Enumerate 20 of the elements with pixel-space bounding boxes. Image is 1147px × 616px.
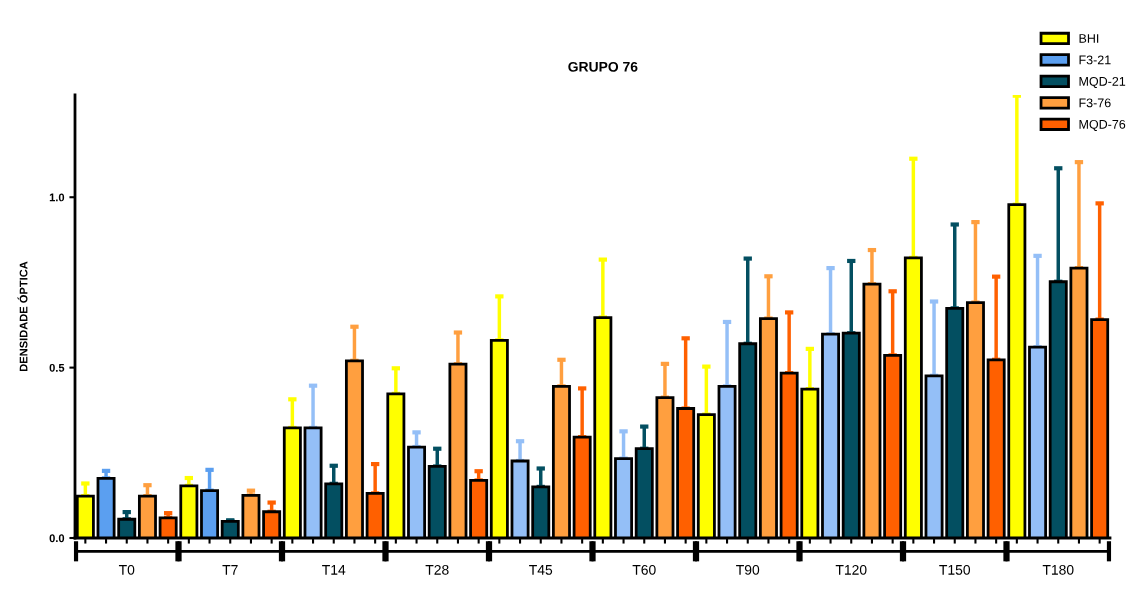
x-tick-label: T60 (632, 564, 656, 575)
legend-label: F3-21 (1079, 55, 1111, 65)
legend-label: F3-76 (1079, 98, 1111, 108)
y-tick-label: 0.0 (49, 534, 65, 543)
x-tick-label: T14 (322, 565, 346, 575)
y-axis-title: DENSIDADE ÓPTICA (17, 261, 28, 372)
x-tick-label: T7 (222, 565, 238, 575)
legend-label: BHI (1079, 34, 1099, 43)
y-tick-label: 1.0 (49, 193, 65, 202)
x-tick-label: T0 (118, 564, 135, 575)
x-tick-label: T150 (939, 564, 971, 575)
x-tick-label: T45 (529, 565, 553, 575)
x-tick-label: T120 (835, 564, 867, 575)
y-tick-label: 0.5 (49, 363, 65, 372)
legend-label: MQD-76 (1079, 119, 1126, 131)
chart-title: GRUPO 76 (568, 61, 638, 72)
x-tick-label: T90 (736, 564, 760, 575)
x-tick-label: T28 (425, 564, 449, 575)
legend-label: MQD-21 (1079, 76, 1126, 89)
x-tick-label: T180 (1042, 564, 1074, 575)
